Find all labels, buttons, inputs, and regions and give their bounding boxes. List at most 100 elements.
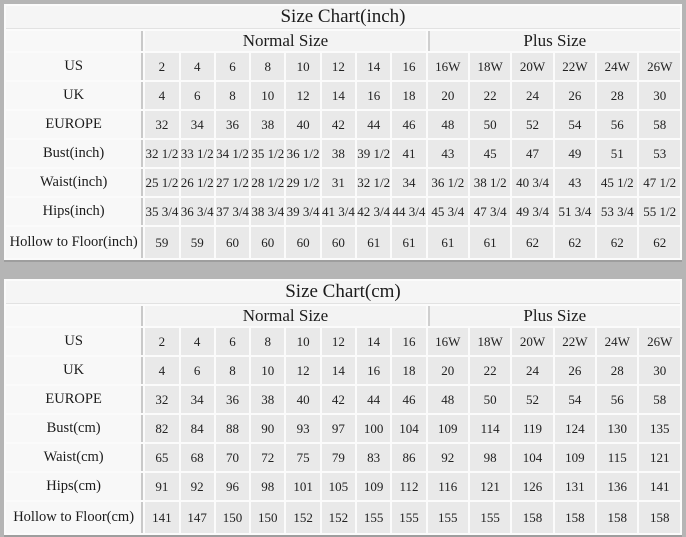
- size-value-cell: 22W: [554, 328, 596, 355]
- size-value-cell: 58: [639, 386, 680, 413]
- size-value-cell: 50: [469, 386, 511, 413]
- normal-size-header: Normal Size: [145, 31, 426, 51]
- row-label: Hips(inch): [6, 198, 144, 225]
- row-label: Hollow to Floor(inch): [6, 227, 144, 258]
- size-value-cell: 40: [286, 386, 320, 413]
- size-value-cell: 20W: [512, 53, 553, 80]
- size-value-cell: 20: [427, 82, 468, 109]
- size-value-cell: 24W: [597, 328, 638, 355]
- size-value-cell: 10: [251, 357, 285, 384]
- row-label: EUROPE: [6, 111, 144, 138]
- size-value-cell: 4: [180, 53, 214, 80]
- size-value-cell: 62: [512, 227, 553, 258]
- table-row: UK 4 6 8 10 12 14 16 18 20 22 24 26 28 30: [6, 82, 680, 109]
- size-value-cell: 43: [427, 140, 468, 167]
- size-value-cell: 34: [180, 111, 214, 138]
- size-value-cell: 41 3/4: [321, 198, 356, 225]
- table-row: Hips(cm) 91 92 96 98 101 105 109 112 116 121 126 131…: [6, 473, 680, 500]
- size-value-cell: 6: [180, 82, 214, 109]
- size-value-cell: 61: [357, 227, 391, 258]
- size-value-cell: 26: [554, 82, 596, 109]
- size-value-cell: 20W: [512, 328, 553, 355]
- size-chart-inch-table: Size Chart(inch) Normal Size Plus Size U…: [4, 4, 682, 262]
- row-label: Bust(cm): [6, 415, 144, 442]
- table-title: Size Chart(inch): [6, 6, 680, 29]
- size-value-cell: 31: [321, 169, 356, 196]
- size-value-cell: 48: [427, 386, 468, 413]
- size-value-cell: 152: [321, 502, 356, 533]
- size-value-cell: 16: [392, 328, 426, 355]
- size-value-cell: 4: [145, 357, 179, 384]
- size-value-cell: 59: [145, 227, 179, 258]
- size-value-cell: 121: [639, 444, 680, 471]
- size-value-cell: 115: [597, 444, 638, 471]
- size-value-cell: 79: [321, 444, 356, 471]
- size-value-cell: 155: [427, 502, 468, 533]
- size-value-cell: 101: [286, 473, 320, 500]
- size-value-cell: 2: [145, 328, 179, 355]
- size-value-cell: 16W: [427, 53, 468, 80]
- plus-size-header: Plus Size: [427, 306, 680, 326]
- size-value-cell: 39 3/4: [286, 198, 320, 225]
- size-value-cell: 141: [639, 473, 680, 500]
- size-value-cell: 109: [357, 473, 391, 500]
- size-value-cell: 62: [554, 227, 596, 258]
- size-value-cell: 92: [180, 473, 214, 500]
- size-value-cell: 155: [469, 502, 511, 533]
- size-value-cell: 121: [469, 473, 511, 500]
- size-value-cell: 16: [357, 357, 391, 384]
- row-label: US: [6, 328, 144, 355]
- size-value-cell: 47 3/4: [470, 198, 511, 225]
- size-value-cell: 8: [215, 357, 250, 384]
- size-value-cell: 130: [597, 415, 638, 442]
- row-label: Waist(inch): [6, 169, 144, 196]
- size-value-cell: 10: [251, 82, 285, 109]
- size-value-cell: 38 1/2: [470, 169, 511, 196]
- size-value-cell: 52: [512, 111, 553, 138]
- size-value-cell: 75: [286, 444, 320, 471]
- table-row: Hollow to Floor(cm) 141 147 150 150 152 152 155…: [6, 502, 680, 533]
- size-value-cell: 90: [251, 415, 285, 442]
- size-value-cell: 47: [512, 140, 553, 167]
- size-value-cell: 8: [251, 53, 285, 80]
- size-value-cell: 55 1/2: [639, 198, 680, 225]
- size-value-cell: 8: [251, 328, 285, 355]
- size-value-cell: 22: [469, 357, 511, 384]
- size-value-cell: 104: [392, 415, 426, 442]
- size-value-cell: 56: [597, 386, 638, 413]
- size-value-cell: 16: [357, 82, 391, 109]
- size-value-cell: 26 1/2: [180, 169, 214, 196]
- size-value-cell: 49: [554, 140, 596, 167]
- size-value-cell: 59: [180, 227, 214, 258]
- size-value-cell: 60: [286, 227, 320, 258]
- size-value-cell: 34 1/2: [215, 140, 250, 167]
- size-value-cell: 18W: [470, 53, 511, 80]
- size-value-cell: 42 3/4: [357, 198, 391, 225]
- table-row: Bust(cm) 82 84 88 90 93 97 100 104 109 114 119 124 13…: [6, 415, 680, 442]
- size-value-cell: 6: [180, 357, 214, 384]
- size-value-cell: 48: [427, 111, 468, 138]
- size-value-cell: 34: [392, 169, 426, 196]
- size-value-cell: 6: [215, 328, 250, 355]
- size-value-cell: 26W: [639, 53, 680, 80]
- size-value-cell: 109: [554, 444, 596, 471]
- size-value-cell: 44 3/4: [392, 198, 426, 225]
- size-value-cell: 4: [180, 328, 214, 355]
- size-value-cell: 12: [321, 328, 356, 355]
- size-value-cell: 54: [554, 386, 596, 413]
- size-value-cell: 12: [286, 82, 320, 109]
- plus-size-header: Plus Size: [427, 31, 680, 51]
- size-value-cell: 97: [321, 415, 356, 442]
- size-value-cell: 105: [321, 473, 356, 500]
- size-value-cell: 26W: [639, 328, 680, 355]
- group-header-row: Normal Size Plus Size: [6, 31, 680, 51]
- size-value-cell: 36 3/4: [180, 198, 214, 225]
- size-value-cell: 32 1/2: [357, 169, 391, 196]
- size-value-cell: 36: [215, 386, 250, 413]
- size-value-cell: 43: [554, 169, 596, 196]
- size-value-cell: 30: [639, 357, 680, 384]
- size-value-cell: 88: [215, 415, 250, 442]
- table-row: US 2 4 6 8 10 12 14 16 16W 18W 20W 22W 24W 26W: [6, 328, 680, 355]
- size-value-cell: 28: [597, 82, 638, 109]
